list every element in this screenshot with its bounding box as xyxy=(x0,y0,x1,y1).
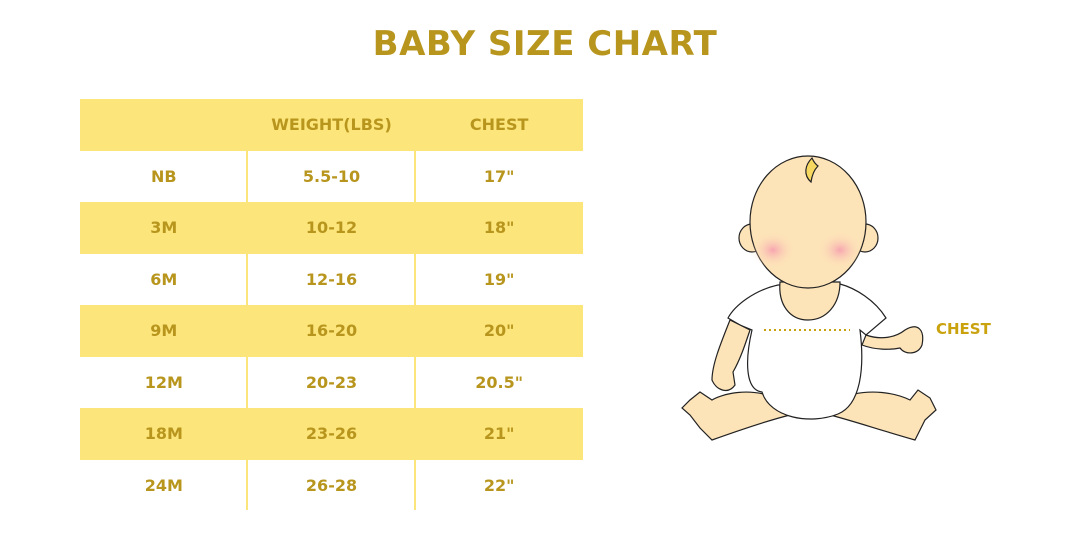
size-table: WEIGHT(LBS) CHEST NB 5.5-10 17" 3M 10-12… xyxy=(80,99,583,511)
weight-cell: 5.5-10 xyxy=(302,166,361,186)
weight-cell: 26-28 xyxy=(305,475,358,495)
weight-cell: 10-12 xyxy=(305,218,358,238)
shirt xyxy=(727,283,887,420)
left-leg xyxy=(681,391,791,441)
left-arm xyxy=(711,319,751,392)
header-cell: CHEST xyxy=(469,115,529,135)
table-row: 6M 12-16 19" xyxy=(80,254,583,306)
left-cheek xyxy=(751,232,795,268)
column-divider xyxy=(414,99,416,510)
header-cell: WEIGHT(LBS) xyxy=(271,115,392,135)
column-divider xyxy=(246,99,248,510)
chest-cell: 19" xyxy=(483,269,515,289)
table-row: 18M 23-26 21" xyxy=(80,408,583,460)
page-title: BABY SIZE CHART xyxy=(372,24,718,64)
table-row: 3M 10-12 18" xyxy=(80,202,583,254)
table-row: 9M 16-20 20" xyxy=(80,305,583,357)
chest-cell: 17" xyxy=(483,166,515,186)
size-cell: 24M xyxy=(144,475,183,495)
size-cell: 3M xyxy=(150,218,178,238)
right-arm xyxy=(861,326,924,354)
size-cell: 12M xyxy=(144,372,183,392)
chest-cell: 18" xyxy=(483,218,515,238)
hair-curl-icon xyxy=(805,156,819,184)
right-cheek xyxy=(818,232,862,268)
chest-cell: 20.5" xyxy=(475,372,524,392)
chest-cell: 20" xyxy=(483,321,515,341)
neck xyxy=(779,281,841,321)
weight-cell: 20-23 xyxy=(305,372,358,392)
weight-cell: 12-16 xyxy=(305,269,358,289)
size-cell: 6M xyxy=(150,269,178,289)
chest-cell: 22" xyxy=(483,475,515,495)
chest-cell: 21" xyxy=(483,424,515,444)
right-leg xyxy=(829,389,937,441)
chest-label: CHEST xyxy=(936,320,991,338)
weight-cell: 16-20 xyxy=(305,321,358,341)
table-row: 24M 26-28 22" xyxy=(80,460,583,512)
size-cell: 18M xyxy=(144,424,183,444)
table-row: NB 5.5-10 17" xyxy=(80,151,583,203)
size-cell: NB xyxy=(151,166,177,186)
table-header: WEIGHT(LBS) CHEST xyxy=(80,99,583,151)
weight-cell: 23-26 xyxy=(305,424,358,444)
size-cell: 9M xyxy=(150,321,178,341)
table-row: 12M 20-23 20.5" xyxy=(80,357,583,409)
